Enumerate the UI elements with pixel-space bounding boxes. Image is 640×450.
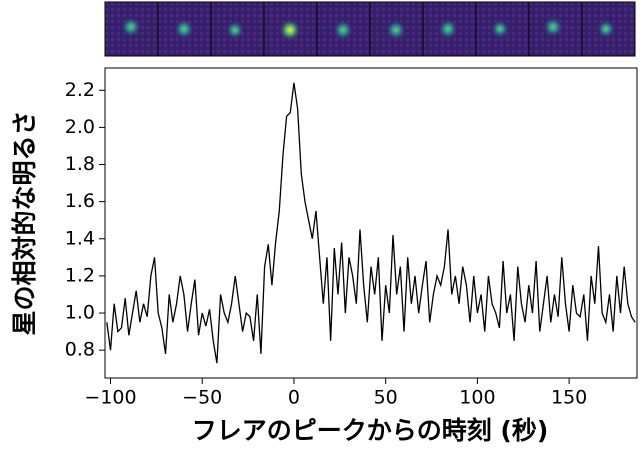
x-tick-label: 50 (374, 387, 398, 409)
y-tick-label: 1.8 (65, 153, 95, 175)
y-tick-label: 1.6 (65, 190, 95, 212)
x-tick-label: 150 (551, 387, 587, 409)
y-tick-label: 1.0 (65, 302, 95, 324)
y-axis-label: 星の相対的な明るさ (10, 110, 39, 335)
x-axis-label: フレアのピークからの時刻 (秒) (192, 416, 549, 445)
x-tick-label: −50 (182, 387, 222, 409)
x-tick-label: 0 (288, 387, 300, 409)
y-tick-label: 1.4 (65, 227, 95, 249)
y-tick-label: 2.2 (65, 79, 95, 101)
y-tick-label: 1.2 (65, 264, 95, 286)
plot-frame (104, 67, 638, 379)
x-tick-label: 100 (459, 387, 495, 409)
x-tick-label: −100 (84, 387, 136, 409)
y-tick-label: 0.8 (65, 339, 95, 361)
thumbnail-strip (104, 1, 636, 57)
y-tick-label: 2.0 (65, 116, 95, 138)
data-line (106, 82, 636, 364)
